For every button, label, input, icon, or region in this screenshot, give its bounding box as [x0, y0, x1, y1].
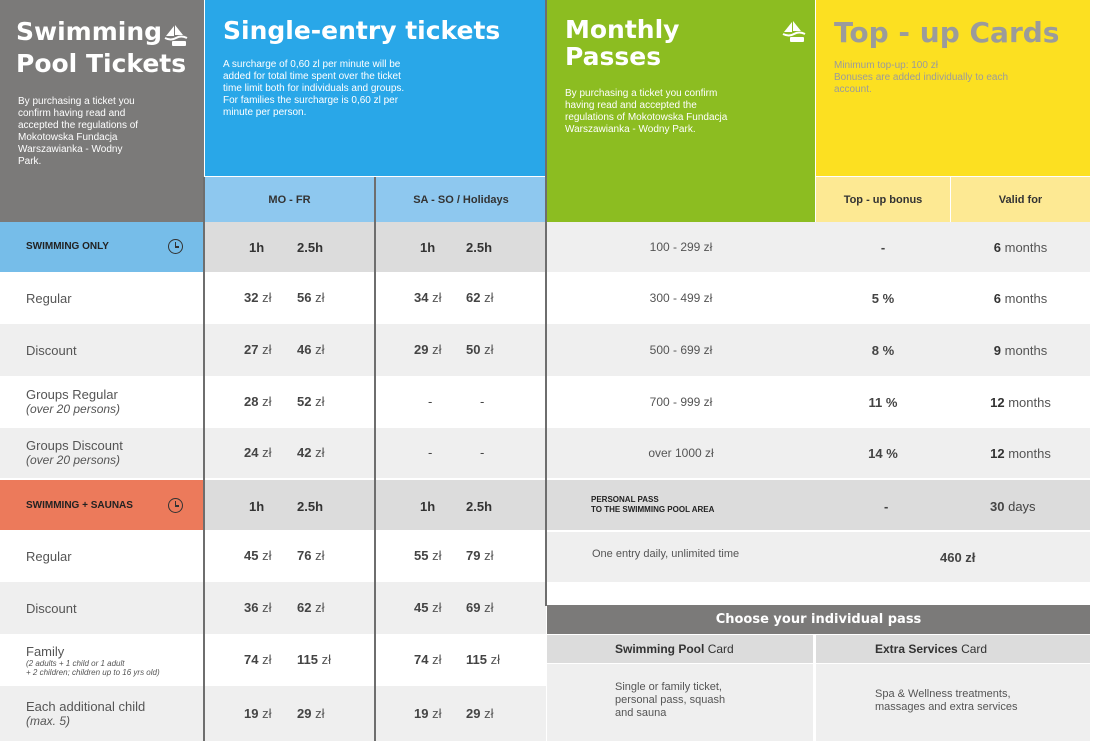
ticket-price: - — [480, 445, 485, 460]
col-weekend-header: SA - SO / Holidays — [376, 177, 546, 222]
topup-range: 100 - 299 zł — [649, 240, 713, 254]
ticket-price: 62 zł — [466, 290, 494, 305]
topup-range: 700 - 999 zł — [649, 395, 713, 409]
ticket-price: 55 zł — [414, 548, 442, 563]
ticket-price: 79 zł — [466, 548, 494, 563]
topup-bonus: - — [880, 239, 886, 255]
single-title: Single-entry tickets — [223, 16, 501, 45]
ticket-price: 74 zł — [244, 652, 272, 667]
ticket-price: 28 zł — [244, 394, 272, 409]
ticket-row-label: Groups Regular (over 20 persons) — [26, 387, 121, 416]
topup-header: Top - up Cards Minimum top-up: 100 zł Bo… — [816, 0, 1090, 176]
ticket-row-label: Discount — [26, 600, 77, 616]
topup-valid: 12 months — [990, 445, 1051, 461]
ticket-price: 62 zł — [297, 600, 325, 615]
hour-1h: 1h — [420, 240, 436, 255]
ticket-row-label: Regular — [26, 290, 72, 306]
ticket-price: 52 zł — [297, 394, 325, 409]
topup-bonus: 8 % — [871, 342, 895, 358]
ticket-price: - — [428, 445, 433, 460]
topup-valid: 9 months — [993, 342, 1048, 358]
pool-title: Swimming Pool Tickets — [16, 17, 187, 78]
ticket-price: 45 zł — [244, 548, 272, 563]
single-header: Single-entry tickets A surcharge of 0,60… — [205, 0, 546, 176]
ticket-price: 34 zł — [414, 290, 442, 305]
hour-2-5h: 2.5h — [297, 499, 324, 514]
pool-header: Swimming Pool Tickets By purchasing a ti… — [0, 0, 204, 222]
topup-note: Minimum top-up: 100 zł Bonuses are added… — [834, 60, 1009, 95]
ticket-price: 46 zł — [297, 342, 325, 357]
single-note: A surcharge of 0,60 zl per minute will b… — [223, 59, 405, 118]
ticket-price: 32 zł — [244, 290, 272, 305]
topup-valid: 6 months — [993, 239, 1048, 255]
monthly-header: Monthly Passes By purchasing a ticket yo… — [547, 0, 815, 222]
ticket-price: - — [428, 394, 433, 409]
monthly-title: Monthly Passes — [565, 15, 680, 71]
monthly-note: By purchasing a ticket you confirm havin… — [565, 88, 728, 135]
ticket-price: 42 zł — [297, 445, 325, 460]
ticket-price: 19 zł — [414, 705, 442, 721]
personal-pass-bonus: - — [884, 499, 889, 514]
ticket-row-label: Each additional child (max. 5) — [26, 698, 146, 728]
clock-icon — [168, 239, 183, 254]
topup-range: 300 - 499 zł — [649, 291, 713, 305]
ticket-price: 45 zł — [414, 600, 442, 615]
personal-pass-label: PERSONAL PASS TO THE SWIMMING POOL AREA — [591, 495, 715, 514]
pool-note: By purchasing a ticket you confirm havin… — [18, 96, 139, 167]
ticket-price: 19 zł — [244, 705, 272, 721]
wodny-park-logo-icon — [782, 21, 806, 42]
ticket-price: 56 zł — [297, 290, 325, 305]
ticket-price: 29 zł — [297, 705, 325, 721]
personal-pass-valid: 30 days — [990, 499, 1036, 514]
ticket-price: 27 zł — [244, 342, 272, 357]
ticket-price: 36 zł — [244, 600, 272, 615]
ticket-price: 50 zł — [466, 342, 494, 357]
individual-pass-title: Choose your individual pass — [547, 605, 1090, 634]
hour-1h: 1h — [249, 499, 265, 514]
topup-title: Top - up Cards — [834, 16, 1060, 49]
topup-valid: 12 months — [990, 394, 1051, 410]
section-swimming-saunas: SWIMMING + SAUNAS — [26, 500, 133, 511]
personal-pass-price: 460 zł — [940, 550, 976, 565]
ticket-price: - — [480, 394, 485, 409]
ticket-price: 74 zł — [414, 652, 442, 667]
col-bonus-header: Top - up bonus — [816, 177, 950, 222]
ticket-price: 29 zł — [466, 705, 494, 721]
topup-bonus: 11 % — [868, 394, 898, 410]
topup-bonus: 14 % — [868, 445, 898, 461]
hour-1h: 1h — [249, 240, 265, 255]
topup-range: 500 - 699 zł — [649, 343, 713, 357]
extra-services-card-title: Extra Services Card — [875, 642, 988, 656]
ticket-price: 76 zł — [297, 548, 325, 563]
ticket-price: 29 zł — [414, 342, 442, 357]
hour-2-5h: 2.5h — [466, 499, 493, 514]
hour-2-5h: 2.5h — [466, 240, 493, 255]
ticket-price: 115 zł — [466, 652, 500, 667]
personal-pass-entry: One entry daily, unlimited time — [592, 548, 740, 560]
topup-valid: 6 months — [993, 290, 1048, 306]
topup-range: over 1000 zł — [648, 446, 714, 460]
extra-services-card-text: Spa & Wellness treatments, massages and … — [875, 688, 1018, 713]
section-swimming-only: SWIMMING ONLY — [26, 241, 109, 252]
col-weekday-header: MO - FR — [205, 177, 374, 222]
ticket-row-label: Discount — [26, 342, 77, 358]
ticket-price: 69 zł — [466, 600, 494, 615]
swimming-pool-card-title: Swimming Pool Card — [615, 642, 734, 656]
wodny-park-logo-icon — [164, 25, 188, 46]
ticket-row-label: Groups Discount (over 20 persons) — [26, 438, 123, 467]
topup-bonus: 5 % — [871, 290, 895, 306]
swimming-pool-card-text: Single or family ticket, personal pass, … — [615, 681, 726, 719]
hour-2-5h: 2.5h — [297, 240, 324, 255]
ticket-price: 115 zł — [297, 652, 331, 667]
ticket-row-label: Regular — [26, 548, 72, 564]
hour-1h: 1h — [420, 499, 436, 514]
ticket-price: 24 zł — [244, 445, 272, 460]
clock-icon — [168, 498, 183, 513]
ticket-row-label: Family (2 adults + 1 child or 1 adult + 2 … — [26, 643, 160, 677]
col-valid-header: Valid for — [951, 177, 1090, 222]
